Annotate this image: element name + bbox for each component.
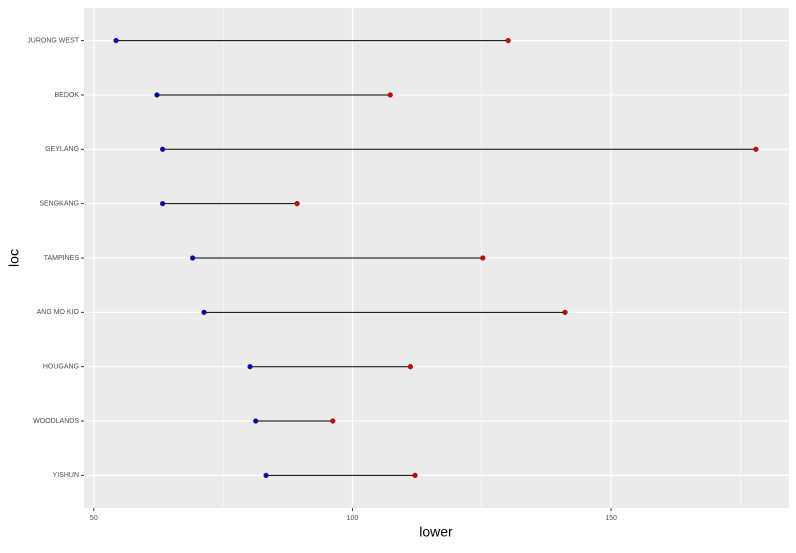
point xyxy=(190,255,196,261)
y-tick-label: GEYLANG xyxy=(45,146,79,153)
point xyxy=(753,146,759,152)
point xyxy=(387,92,393,98)
y-tick-label: ANG MO KIO xyxy=(37,309,80,316)
point xyxy=(505,38,511,44)
x-tick-label: 150 xyxy=(605,515,617,522)
point xyxy=(330,418,336,424)
point xyxy=(480,255,486,261)
x-axis-title: lower xyxy=(419,524,453,540)
point xyxy=(160,146,166,152)
point xyxy=(160,201,166,207)
y-tick-label: YISHUN xyxy=(53,472,79,479)
marks xyxy=(113,38,759,478)
point xyxy=(113,38,119,44)
point xyxy=(407,364,413,370)
y-tick-label: HOUGANG xyxy=(43,364,79,371)
point xyxy=(201,309,207,315)
y-tick-label: BEDOK xyxy=(54,92,79,99)
y-tick-label: JURONG WEST xyxy=(27,37,79,44)
y-axis-title: loc xyxy=(6,249,22,267)
point xyxy=(154,92,160,98)
point xyxy=(294,201,300,207)
x-tick-label: 100 xyxy=(347,515,359,522)
point xyxy=(263,472,269,478)
point xyxy=(412,472,418,478)
x-tick-label: 50 xyxy=(90,515,98,522)
y-tick-label: SENGKANG xyxy=(39,200,79,207)
point xyxy=(562,309,568,315)
point xyxy=(247,364,253,370)
y-tick-label: TAMPINES xyxy=(44,255,80,262)
point xyxy=(253,418,259,424)
y-tick-label: WOODLANDS xyxy=(33,418,79,425)
